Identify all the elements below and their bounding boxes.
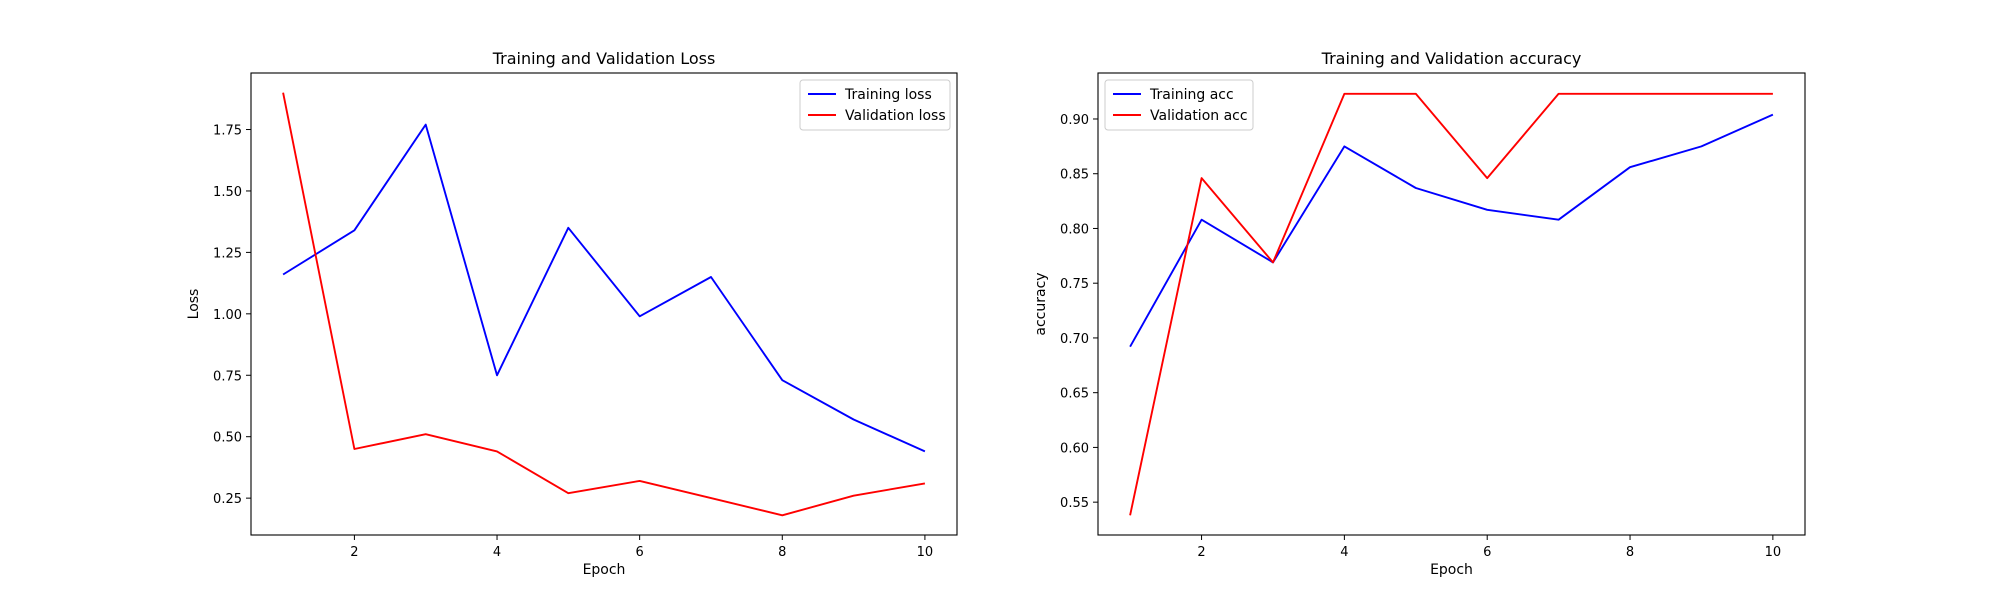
accuracy-x-tick-label: 2: [1197, 545, 1205, 560]
accuracy-legend-label-validation: Validation acc: [1150, 108, 1248, 124]
loss-y-tick-label: 0.50: [213, 431, 242, 446]
loss-series-line-training: [282, 123, 926, 453]
accuracy-x-axis-label: Epoch: [1430, 562, 1473, 578]
accuracy-y-tick-label: 0.80: [1060, 222, 1089, 237]
accuracy-legend-label-training: Training acc: [1149, 87, 1234, 103]
loss-legend-label-validation: Validation loss: [845, 108, 946, 124]
loss-x-axis-label: Epoch: [583, 562, 626, 578]
loss-y-tick-label: 1.50: [213, 185, 242, 200]
accuracy-y-tick-label: 0.85: [1060, 168, 1089, 183]
accuracy-y-tick-label: 0.65: [1060, 387, 1089, 402]
loss-x-tick-label: 10: [917, 545, 934, 560]
loss-y-axis-label: Loss: [186, 289, 202, 320]
accuracy-y-tick-label: 0.75: [1060, 277, 1089, 292]
accuracy-y-tick-label: 0.70: [1060, 332, 1089, 347]
loss-y-tick-label: 1.75: [213, 124, 242, 139]
loss-y-tick-label: 1.00: [213, 308, 242, 323]
accuracy-chart: Training and Validation accuracy 2 4 6 8 10 0.…: [1033, 49, 1806, 578]
accuracy-x-tick-label: 6: [1483, 545, 1491, 560]
accuracy-y-tick-label: 0.90: [1060, 113, 1089, 128]
accuracy-plot-frame: [1097, 72, 1806, 536]
accuracy-x-tick-label: 4: [1340, 545, 1348, 560]
accuracy-legend: [1104, 79, 1254, 131]
accuracy-y-tick-label: 0.60: [1060, 441, 1089, 456]
accuracy-x-tick-label: 8: [1626, 545, 1634, 560]
accuracy-y-tick-label: 0.55: [1060, 496, 1089, 511]
loss-legend: [799, 79, 951, 131]
loss-y-tick-label: 0.75: [213, 369, 242, 384]
loss-x-tick-label: 6: [636, 545, 644, 560]
loss-series-line-validation: [282, 92, 926, 517]
loss-plot-frame: [250, 72, 958, 536]
loss-chart-title: Training and Validation Loss: [492, 49, 716, 68]
loss-legend-label-training: Training loss: [844, 87, 932, 103]
loss-y-tick-label: 0.25: [213, 492, 242, 507]
loss-x-tick-label: 2: [350, 545, 358, 560]
loss-y-tick-label: 1.25: [213, 246, 242, 261]
loss-x-tick-label: 4: [493, 545, 501, 560]
loss-x-tick-label: 8: [778, 545, 786, 560]
accuracy-series-line-validation: [1129, 92, 1773, 516]
accuracy-chart-title: Training and Validation accuracy: [1321, 49, 1582, 68]
loss-chart: Training and Validation Loss 2 4 6 8 10 0.25 0.…: [186, 49, 958, 578]
accuracy-series-line-training: [1129, 113, 1774, 348]
accuracy-y-axis-label: accuracy: [1033, 272, 1049, 335]
accuracy-x-tick-label: 10: [1765, 545, 1782, 560]
